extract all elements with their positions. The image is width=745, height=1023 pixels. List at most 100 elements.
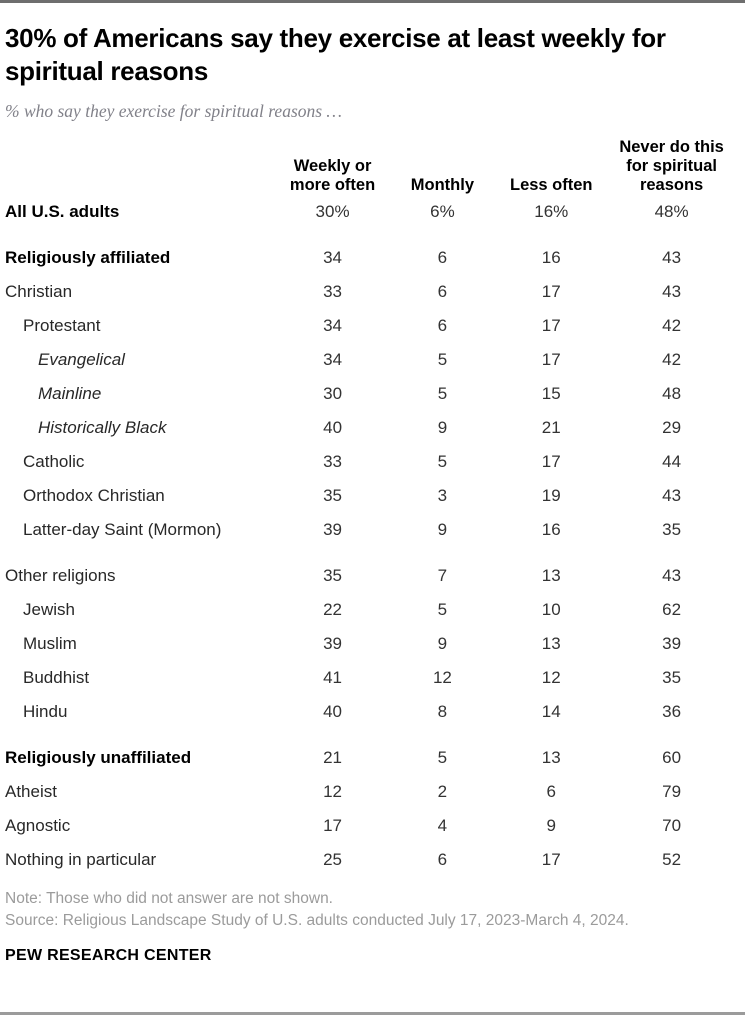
cell-value: 6 — [437, 282, 448, 301]
cell-value: 12 — [541, 668, 561, 687]
table-row: Latter-day Saint (Mormon) 39 9 16 35 — [5, 513, 737, 547]
row-label: Jewish — [23, 600, 75, 619]
cell-value: 5 — [437, 600, 448, 619]
table-row: Orthodox Christian 35 3 19 43 — [5, 479, 737, 513]
cell-value: 43 — [662, 486, 682, 505]
cell-value: 13 — [541, 566, 561, 585]
cell-value: 79 — [662, 782, 682, 801]
cell-value: 9 — [437, 634, 448, 653]
source-text: Source: Religious Landscape Study of U.S… — [5, 912, 629, 929]
cell-value: 62 — [662, 600, 682, 619]
table-row: Mainline 30 5 15 48 — [5, 377, 737, 411]
cell-value: 30% — [315, 202, 350, 221]
note-text: Note: Those who did not answer are not s… — [5, 890, 333, 907]
table-row: Atheist 12 2 6 79 — [5, 775, 737, 809]
cell-value: 25 — [323, 850, 342, 869]
cell-value: 30 — [323, 384, 343, 403]
cell-value: 34 — [323, 316, 343, 335]
page-title: 30% of Americans say they exercise at le… — [5, 23, 666, 86]
cell-value: 16 — [541, 520, 561, 539]
cell-value: 40 — [323, 418, 343, 437]
page-subtitle: % who say they exercise for spiritual re… — [5, 101, 342, 121]
table-header-row: Weekly or more often Monthly Less often … — [5, 138, 737, 195]
cell-value: 35 — [662, 668, 682, 687]
table-row: Jewish 22 5 10 62 — [5, 593, 737, 627]
cell-value: 39 — [323, 634, 343, 653]
table-row: Nothing in particular 25 6 17 52 — [5, 843, 737, 877]
cell-value: 2 — [437, 782, 448, 801]
table-row: Muslim 39 9 13 39 — [5, 627, 737, 661]
cell-value: 5 — [437, 350, 448, 369]
cell-value: 8 — [437, 702, 448, 721]
cell-value: 17 — [541, 452, 561, 471]
cell-value: 35 — [662, 520, 682, 539]
cell-value: 6 — [437, 316, 448, 335]
footnotes: Note: Those who did not answer are not s… — [5, 888, 737, 932]
cell-value: 5 — [437, 452, 448, 471]
row-label: Mainline — [38, 384, 102, 403]
cell-value: 41 — [323, 668, 343, 687]
row-label: Latter-day Saint (Mormon) — [23, 520, 222, 539]
row-label: Historically Black — [38, 418, 167, 437]
row-label: All U.S. adults — [5, 202, 120, 221]
cell-value: 40 — [323, 702, 343, 721]
row-label: Christian — [5, 282, 73, 301]
cell-value: 17 — [541, 282, 561, 301]
table-row: Protestant 34 6 17 42 — [5, 309, 737, 343]
cell-value: 16 — [541, 248, 561, 267]
cell-value: 5 — [437, 748, 448, 767]
cell-value: 17 — [541, 350, 561, 369]
column-header-monthly: Monthly — [410, 176, 475, 194]
cell-value: 43 — [662, 248, 682, 267]
cell-value: 33 — [323, 282, 342, 301]
report-figure: 30% of Americans say they exercise at le… — [0, 22, 745, 965]
cell-value: 6 — [437, 248, 448, 267]
cell-value: 42 — [662, 350, 682, 369]
table-row: Evangelical 34 5 17 42 — [5, 343, 737, 377]
table-row: Christian 33 6 17 43 — [5, 275, 737, 309]
row-label: Other religions — [5, 566, 116, 585]
table-row: Catholic 33 5 17 44 — [5, 445, 737, 479]
table-row: Hindu 40 8 14 36 — [5, 695, 737, 729]
table-row: Historically Black 40 9 21 29 — [5, 411, 737, 445]
cell-value: 9 — [546, 816, 556, 835]
cell-value: 29 — [662, 418, 682, 437]
table-row: Religiously affiliated 34 6 16 43 — [5, 241, 737, 275]
row-label: Atheist — [5, 782, 57, 801]
row-label: Hindu — [23, 702, 68, 721]
cell-value: 13 — [541, 748, 561, 767]
row-label: Orthodox Christian — [23, 486, 165, 505]
cell-value: 10 — [541, 600, 561, 619]
cell-value: 48 — [662, 384, 682, 403]
cell-value: 22 — [323, 600, 343, 619]
row-label: Nothing in particular — [5, 850, 157, 869]
cell-value: 48% — [654, 202, 689, 221]
cell-value: 3 — [437, 486, 448, 505]
row-label: Buddhist — [23, 668, 90, 687]
cell-value: 35 — [323, 566, 342, 585]
row-label: Religiously unaffiliated — [5, 748, 192, 767]
table-row: Other religions 35 7 13 43 — [5, 559, 737, 593]
table-body: All U.S. adults 30% 6% 16% 48% Religiously af… — [5, 195, 737, 877]
cell-value: 52 — [662, 850, 682, 869]
cell-value: 33 — [323, 452, 343, 471]
cell-value: 6% — [430, 202, 455, 221]
cell-value: 5 — [437, 384, 448, 403]
cell-value: 16% — [534, 202, 569, 221]
cell-value: 4 — [437, 816, 448, 835]
cell-value: 44 — [662, 452, 682, 471]
cell-value: 9 — [437, 418, 448, 437]
column-header-less-often: Less often — [509, 176, 593, 194]
table-row: Buddhist 41 12 12 35 — [5, 661, 737, 695]
cell-value: 17 — [541, 316, 561, 335]
row-label: Protestant — [23, 316, 101, 335]
cell-value: 17 — [541, 850, 561, 869]
cell-value: 70 — [662, 816, 682, 835]
cell-value: 21 — [323, 748, 342, 767]
table-row: Agnostic 17 4 9 70 — [5, 809, 737, 843]
row-label: Agnostic — [5, 816, 71, 835]
cell-value: 12 — [432, 668, 452, 687]
brand-text: PEW RESEARCH CENTER — [5, 947, 212, 964]
cell-value: 14 — [541, 702, 561, 721]
cell-value: 21 — [541, 418, 561, 437]
